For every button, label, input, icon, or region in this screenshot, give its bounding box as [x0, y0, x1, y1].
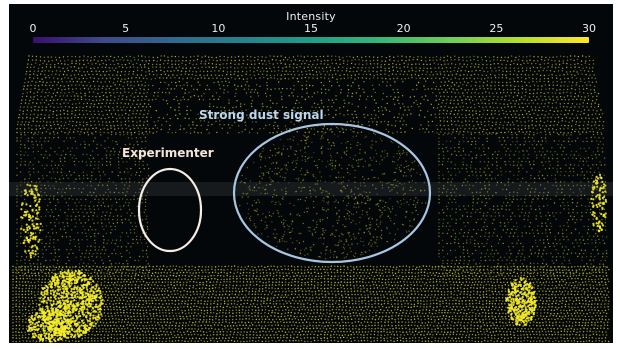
colorbar-tick-15: 15 — [304, 22, 318, 35]
dust-signal-ellipse — [232, 122, 432, 264]
colorbar-title: Intensity — [286, 10, 336, 23]
experimenter-label: Experimenter — [122, 146, 214, 160]
high-intensity-blobs — [20, 173, 608, 343]
colorbar-tick-5: 5 — [122, 22, 130, 35]
experimenter-ellipse — [137, 167, 203, 253]
colorbar-tick-20: 20 — [396, 22, 411, 35]
horizontal-sensor-band — [9, 182, 613, 196]
lidar-points — [12, 55, 610, 343]
colorbar-tick-25: 25 — [489, 22, 504, 35]
dust-signal-label: Strong dust signal — [199, 108, 324, 122]
colorbar-tick-0: 0 — [29, 22, 37, 35]
colorbar-tick-10: 10 — [211, 22, 226, 35]
point-cloud-view: Intensity 0 5 10 15 20 25 30 Strong dust signa… — [9, 4, 613, 343]
colorbar-tick-30: 30 — [582, 22, 596, 35]
point-cloud-canvas — [9, 55, 613, 343]
intensity-colorbar — [33, 37, 589, 43]
